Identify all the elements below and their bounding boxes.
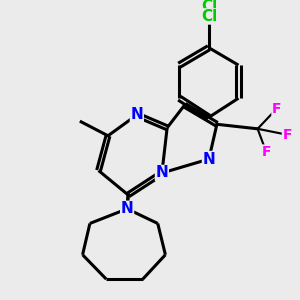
Text: N: N (155, 166, 168, 181)
Text: F: F (282, 128, 292, 142)
Text: F: F (272, 102, 281, 116)
Text: N: N (121, 201, 134, 216)
Text: Cl: Cl (201, 9, 217, 24)
Text: F: F (262, 145, 271, 159)
Text: Cl: Cl (201, 0, 217, 14)
Text: N: N (202, 152, 215, 166)
Text: N: N (130, 107, 143, 122)
